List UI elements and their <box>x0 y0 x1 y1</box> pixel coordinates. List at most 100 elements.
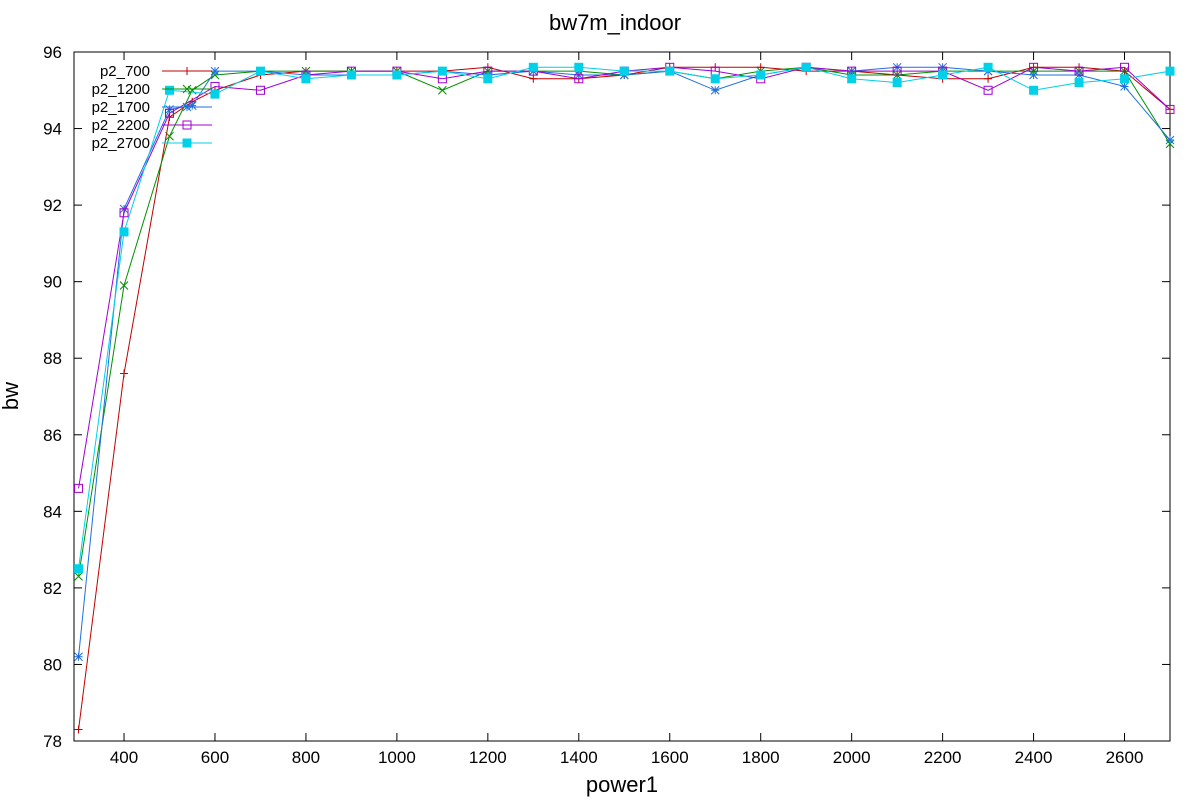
series-layer <box>74 62 1175 734</box>
data-point <box>392 70 402 80</box>
data-point <box>74 483 84 493</box>
data-point <box>165 131 174 141</box>
data-point <box>437 66 447 76</box>
data-point <box>1165 104 1175 114</box>
data-point <box>1029 85 1039 95</box>
data-point <box>756 63 765 72</box>
x-tick-label: 2400 <box>1015 748 1053 767</box>
legend-marker <box>183 67 191 75</box>
data-point <box>938 70 948 80</box>
data-point <box>438 85 447 95</box>
series-p2_2700 <box>74 62 1175 574</box>
data-point <box>187 101 197 110</box>
y-tick-label: 78 <box>43 732 62 751</box>
axis-ticks: 400 600 800 1000 1200 1400 1600 1800 2000 2200 240… <box>43 43 1170 767</box>
data-point <box>74 564 84 574</box>
series-p2_1200 <box>74 62 1175 581</box>
data-point <box>1029 70 1038 80</box>
data-point <box>1166 105 1174 114</box>
data-point <box>346 70 356 80</box>
y-tick-label: 94 <box>43 120 62 139</box>
data-point <box>165 85 175 95</box>
y-tick-label: 86 <box>43 426 62 445</box>
y-tick-label: 80 <box>43 655 62 674</box>
legend-marker <box>182 102 192 112</box>
series-p2_2200 <box>74 62 1175 493</box>
data-point <box>665 66 675 76</box>
data-point <box>119 208 129 218</box>
series-line <box>78 66 1171 730</box>
series-line <box>78 66 1171 489</box>
data-point <box>574 62 584 72</box>
data-point <box>119 281 129 290</box>
x-tick-label: 1400 <box>560 748 598 767</box>
series-line <box>78 66 1171 569</box>
data-point <box>210 89 220 99</box>
legend-label: p2_1200 <box>92 81 150 98</box>
y-tick-label: 84 <box>43 502 62 521</box>
legend-marker <box>182 138 192 148</box>
data-point <box>892 78 902 88</box>
legend-label: p2_700 <box>100 63 150 80</box>
data-point <box>756 70 766 80</box>
data-point <box>619 66 629 76</box>
series-line <box>78 66 1171 577</box>
y-tick-label: 96 <box>43 43 62 62</box>
data-point <box>984 74 993 83</box>
data-point <box>710 85 720 95</box>
x-tick-label: 600 <box>201 748 229 767</box>
data-point <box>120 369 129 378</box>
data-point <box>74 572 83 581</box>
plot-frame <box>73 51 1171 742</box>
data-point <box>165 108 175 118</box>
x-tick-label: 800 <box>292 748 320 767</box>
legend-marker <box>182 84 192 94</box>
legend-label: p2_1700 <box>92 99 150 116</box>
x-tick-label: 400 <box>110 748 138 767</box>
data-point <box>1165 135 1175 145</box>
data-point <box>801 62 811 72</box>
data-point <box>528 62 538 72</box>
data-point <box>847 74 857 84</box>
data-point <box>892 66 902 76</box>
data-point <box>210 66 220 76</box>
data-point <box>983 62 993 72</box>
data-point <box>187 85 197 95</box>
series-p2_700 <box>74 63 1174 734</box>
x-tick-label: 2000 <box>833 748 871 767</box>
x-tick-label: 1800 <box>742 748 780 767</box>
data-point <box>1165 66 1175 76</box>
data-point <box>574 74 584 84</box>
data-point <box>74 725 83 734</box>
series-line <box>78 66 1171 657</box>
data-point <box>529 74 538 83</box>
data-point <box>1120 74 1130 84</box>
data-point <box>301 74 311 84</box>
data-point <box>1120 82 1129 91</box>
y-tick-label: 88 <box>43 349 62 368</box>
data-point <box>74 652 83 662</box>
data-point <box>1120 62 1130 72</box>
legend-label: p2_2700 <box>92 135 150 152</box>
x-tick-label: 1600 <box>651 748 689 767</box>
data-point <box>1074 78 1084 88</box>
y-axis-label: bw <box>0 382 23 410</box>
legend-label: p2_2200 <box>92 117 150 134</box>
legend-marker <box>182 120 192 130</box>
data-point <box>119 227 129 237</box>
data-point <box>255 85 265 95</box>
x-tick-label: 1200 <box>469 748 507 767</box>
x-axis-label: power1 <box>586 772 658 797</box>
data-point <box>710 74 720 84</box>
x-tick-label: 2200 <box>924 748 962 767</box>
data-point <box>983 85 993 95</box>
y-tick-label: 92 <box>43 196 62 215</box>
data-point <box>255 66 265 76</box>
data-point <box>1029 62 1039 72</box>
series-p2_1700 <box>74 62 1175 662</box>
x-tick-label: 2600 <box>1106 748 1144 767</box>
y-tick-label: 90 <box>43 273 62 292</box>
data-point <box>1074 66 1084 76</box>
